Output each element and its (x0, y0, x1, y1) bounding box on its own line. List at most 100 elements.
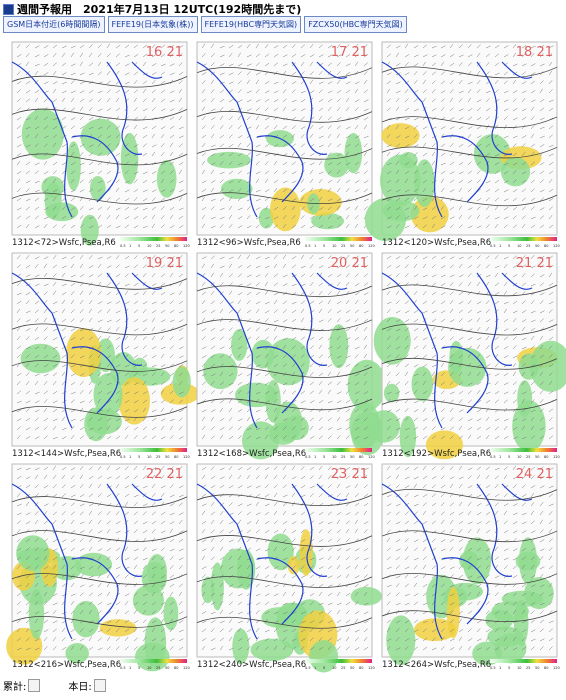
wind-barb (354, 354, 359, 359)
wind-barb (422, 628, 427, 633)
wind-barb (395, 135, 401, 139)
precip-area (287, 556, 301, 575)
wind-barb (133, 89, 138, 94)
wind-barb (282, 309, 287, 314)
wind-barb (16, 135, 22, 139)
wind-barb (43, 62, 49, 67)
wind-barb (43, 390, 48, 395)
wind-barb (354, 189, 360, 193)
wind-barb (43, 619, 49, 624)
wind-barb (201, 300, 206, 305)
wind-barb (43, 426, 48, 431)
wind-barb (395, 548, 401, 552)
wind-barb (345, 198, 351, 202)
wind-barb (386, 465, 391, 471)
wind-barb (79, 52, 84, 58)
wind-barb (476, 99, 482, 103)
wind-barb (431, 547, 437, 552)
wind-barb (88, 483, 93, 489)
wind-barb (354, 81, 360, 85)
wind-barb (318, 214, 323, 220)
wind-barb (16, 512, 22, 516)
wind-barb (246, 225, 252, 229)
wind-barb (422, 327, 427, 332)
wind-barb (160, 609, 165, 615)
wind-barb (476, 52, 481, 58)
wind-barb (201, 346, 207, 350)
wind-barb (458, 214, 463, 220)
wind-barb (386, 225, 392, 229)
wind-barb (115, 225, 121, 229)
wind-barb (363, 611, 369, 615)
tab[interactable]: FZCX50(HBC専門天気図) (304, 16, 407, 33)
wind-barb (354, 363, 359, 368)
wind-barb (52, 539, 58, 543)
wind-barb (336, 54, 342, 58)
wind-barb (440, 143, 446, 148)
wind-barb (530, 45, 536, 49)
wind-barb (106, 98, 111, 103)
wind-barb (178, 548, 184, 552)
wind-barb (363, 417, 368, 422)
wind-barb (345, 170, 350, 175)
wind-barb (115, 483, 120, 489)
wind-barb (25, 380, 30, 386)
wind-barb (210, 529, 215, 534)
wind-barb (449, 216, 455, 220)
wind-barb (61, 493, 66, 498)
wind-barb (70, 494, 76, 498)
tab[interactable]: GSM日本付近(6時間間隔) (3, 16, 105, 33)
wind-barb (404, 117, 410, 121)
wind-barb (512, 274, 518, 278)
wind-barb (160, 292, 166, 296)
tab[interactable]: FEFE19(日本気象(株)) (107, 16, 198, 33)
wind-barb (318, 611, 324, 615)
wind-barb (97, 108, 103, 112)
wind-barb (219, 502, 225, 507)
wind-barb (228, 224, 233, 229)
wind-barb (363, 89, 368, 94)
wind-barb (79, 628, 84, 633)
wind-barb (309, 475, 314, 480)
wind-barb (16, 529, 21, 534)
tab[interactable]: FEFE19(HBC専門天気図) (200, 16, 302, 33)
wind-barb (395, 539, 401, 543)
wind-barb (255, 512, 261, 516)
wind-barb (106, 425, 110, 431)
wind-barb (79, 125, 85, 130)
wind-barb (34, 474, 39, 480)
wind-barb (300, 215, 305, 220)
wind-barb (246, 564, 251, 570)
wind-barb (336, 265, 342, 269)
wind-barb (273, 492, 278, 498)
wind-barb (336, 529, 341, 534)
wind-barb (219, 336, 224, 341)
wind-barb (318, 272, 322, 278)
wind-barb (160, 53, 166, 58)
wind-barb (300, 646, 305, 651)
wind-barb (291, 408, 296, 413)
wind-barb (449, 117, 455, 121)
wind-barb (219, 72, 225, 76)
wind-barb (413, 646, 419, 651)
wind-barb (88, 126, 94, 130)
wind-barb (404, 98, 409, 103)
wind-barb (16, 547, 22, 552)
wind-barb (169, 609, 174, 615)
wind-barb (169, 418, 175, 422)
wind-barb (160, 637, 166, 642)
wind-barb (485, 224, 490, 229)
wind-barb (336, 475, 341, 480)
wind-barb (300, 265, 306, 269)
wind-barb (70, 409, 76, 413)
wind-barb (458, 179, 464, 184)
wind-barb (151, 189, 157, 193)
wind-barb (237, 328, 243, 332)
wind-barb (336, 198, 342, 202)
wind-barb (210, 169, 214, 175)
wind-barb (210, 466, 215, 471)
wind-barb (264, 153, 270, 157)
wind-barb (106, 135, 112, 139)
wind-barb (300, 116, 305, 121)
wind-barb (25, 274, 31, 278)
